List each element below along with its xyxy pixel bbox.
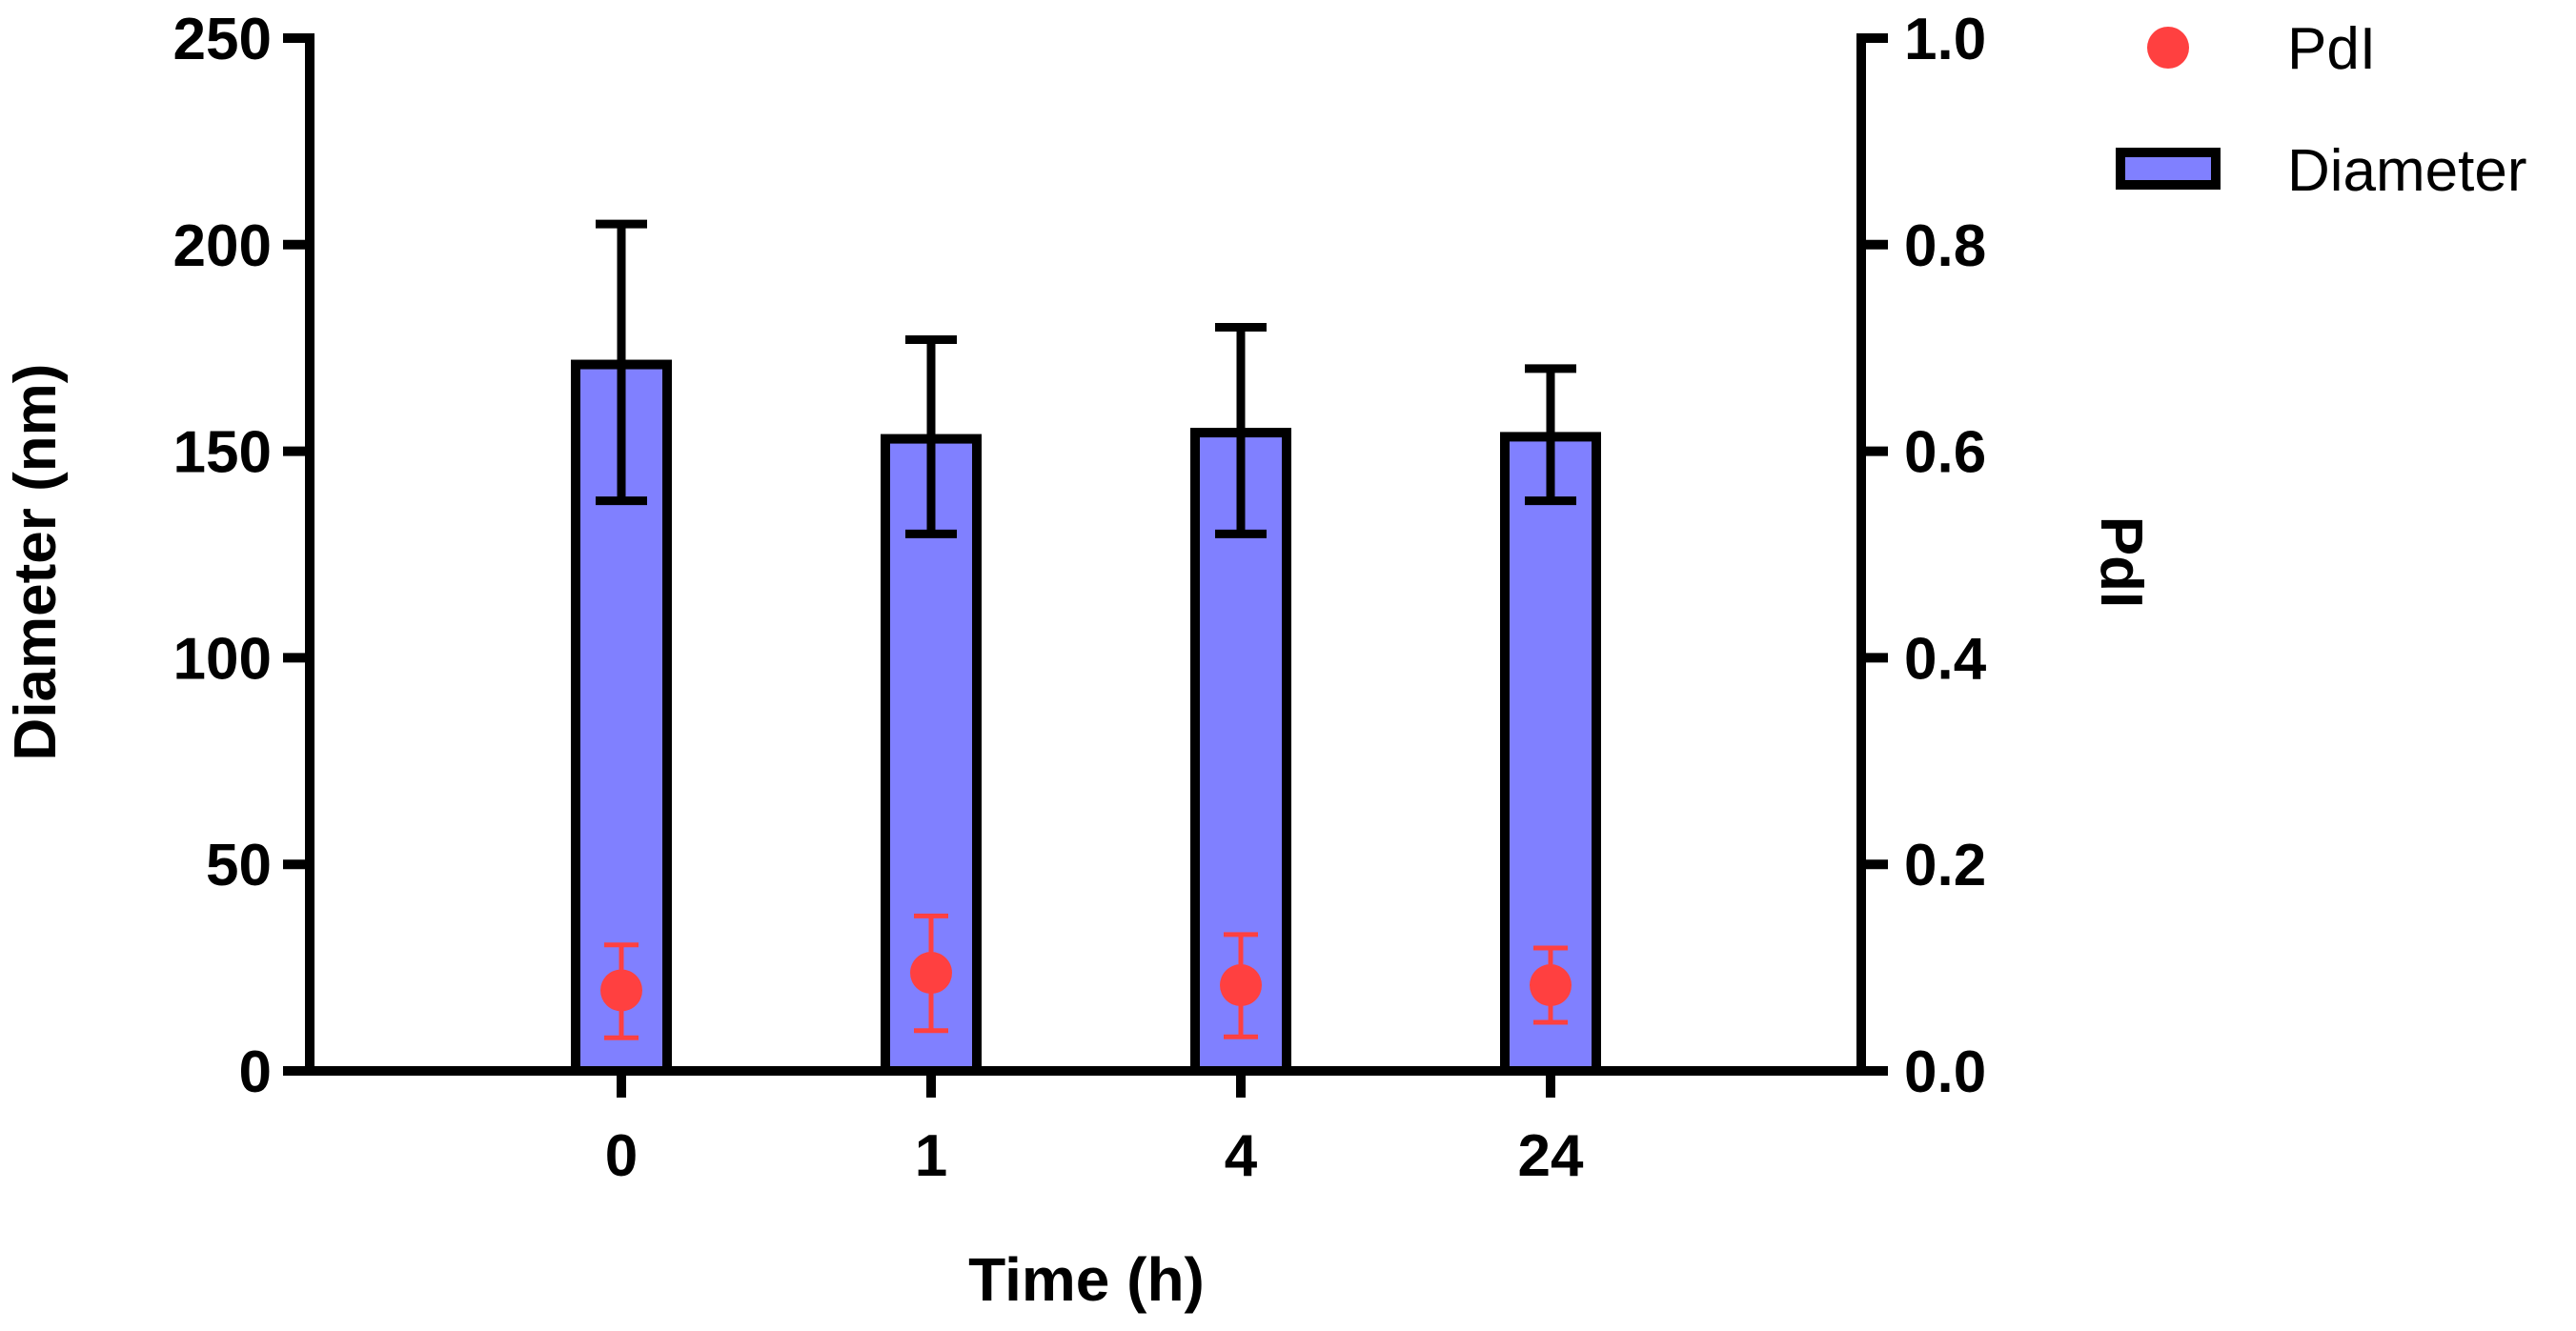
axes-layer — [283, 33, 1888, 1098]
legend-pdi-marker — [2147, 27, 2189, 69]
legend-pdi-label: PdI — [2287, 16, 2376, 82]
x-tick-label-1: 1 — [915, 1123, 947, 1189]
y2-tick-label-0.8: 0.8 — [1904, 213, 1986, 279]
x-tick-label-24: 24 — [1518, 1123, 1584, 1189]
tick-labels: 0 50 100 150 200 250 0.0 0.2 0.4 0.6 0.8 1.0 0 1 4 24 — [173, 7, 1987, 1189]
x-tick-label-0: 0 — [605, 1123, 638, 1189]
legend-diameter-swatch — [2116, 148, 2221, 190]
x-axis-label: Time (h) — [968, 1245, 1205, 1314]
y2-axis-label: PdI — [2088, 516, 2154, 608]
pdi-point-0 — [600, 969, 642, 1012]
points-layer — [600, 913, 1572, 1040]
y2-tick-label-0.6: 0.6 — [1904, 420, 1986, 486]
y-tick-label-50: 50 — [206, 833, 272, 898]
legend-diameter-label: Diameter — [2287, 138, 2527, 204]
y-tick-label-250: 250 — [173, 7, 272, 72]
y2-tick-label-0.0: 0.0 — [1904, 1039, 1986, 1105]
pdi-point-4 — [1220, 964, 1262, 1007]
y-tick-label-150: 150 — [173, 420, 272, 486]
legend: PdI Diameter — [2116, 16, 2527, 204]
y-tick-label-0: 0 — [239, 1039, 272, 1105]
y-tick-label-200: 200 — [173, 213, 272, 279]
y2-tick-label-0.2: 0.2 — [1904, 833, 1986, 898]
x-tick-label-4: 4 — [1225, 1123, 1258, 1189]
pdi-point-24 — [1530, 964, 1572, 1007]
y-tick-label-100: 100 — [173, 626, 272, 692]
pdi-point-1 — [910, 952, 952, 995]
bars-layer — [571, 219, 1601, 1077]
y2-tick-label-0.4: 0.4 — [1904, 626, 1987, 692]
y-axis-label: Diameter (nm) — [3, 364, 69, 761]
y2-tick-label-1.0: 1.0 — [1904, 7, 1986, 72]
